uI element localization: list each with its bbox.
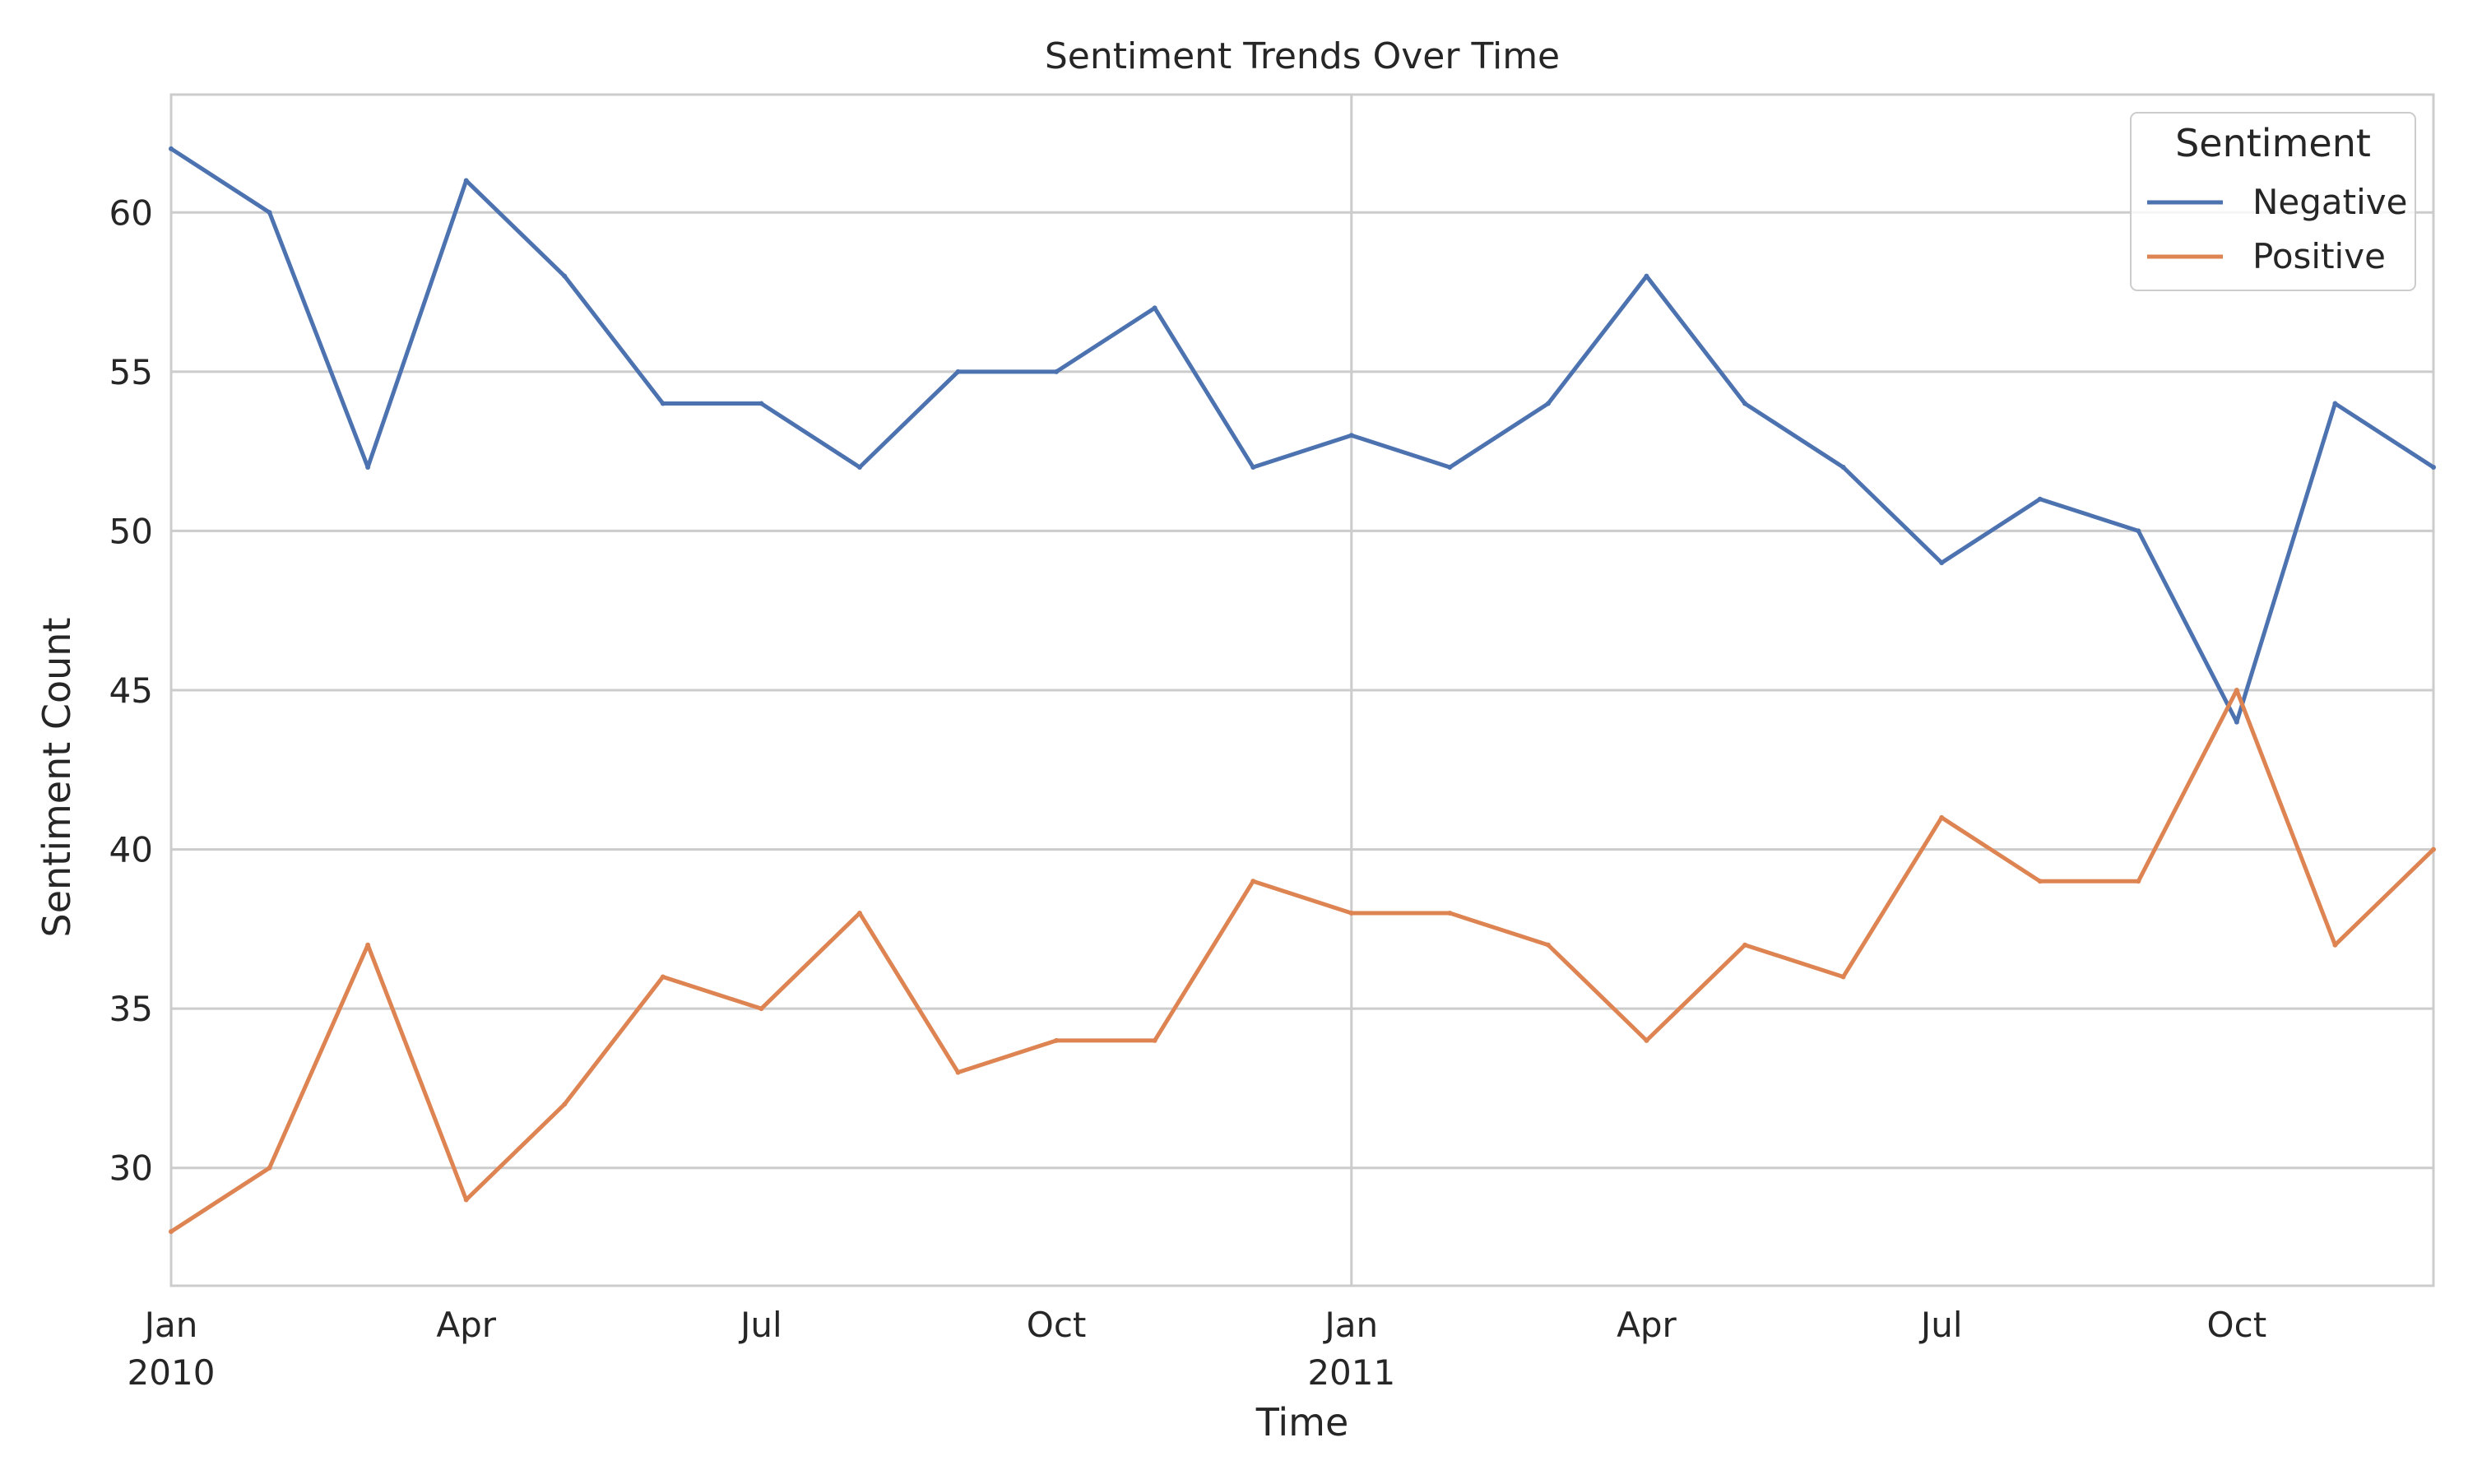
- data-point-positive: [660, 974, 666, 980]
- data-point-negative: [463, 178, 469, 183]
- data-point-negative: [1545, 401, 1551, 406]
- data-point-positive: [2431, 846, 2436, 852]
- data-point-positive: [267, 1165, 272, 1171]
- data-point-positive: [1939, 814, 1945, 820]
- data-point-positive: [758, 1006, 764, 1012]
- data-point-positive: [2234, 688, 2239, 693]
- y-tick-label: 35: [109, 989, 153, 1029]
- data-point-negative: [758, 401, 764, 406]
- data-point-positive: [1742, 942, 1748, 948]
- legend-box: [2130, 112, 2416, 291]
- x-tick-year-label: 2011: [1307, 1352, 1395, 1393]
- series-line-negative: [169, 146, 2436, 725]
- data-point-positive: [1152, 1037, 1157, 1043]
- y-tick-label: 30: [109, 1148, 153, 1189]
- legend-label-negative: Negative: [2252, 182, 2408, 222]
- data-point-negative: [2037, 496, 2043, 502]
- x-tick-label: Apr: [436, 1305, 496, 1345]
- y-tick-label: 40: [109, 830, 153, 870]
- data-point-positive: [1545, 942, 1551, 948]
- data-point-positive: [1348, 911, 1354, 916]
- data-point-negative: [1250, 464, 1256, 470]
- chart-title: Sentiment Trends Over Time: [1045, 35, 1560, 77]
- series-line-positive: [169, 688, 2436, 1234]
- data-point-positive: [1250, 879, 1256, 884]
- data-point-negative: [169, 146, 174, 151]
- x-axis-ticks: Jan 2010 Apr Jul Oct Jan 2011 Apr Jul Oct: [128, 1305, 2267, 1393]
- y-axis-ticks: 30 35 40 45 50 55 60: [109, 192, 153, 1188]
- data-point-negative: [267, 210, 272, 216]
- x-tick-label: Apr: [1617, 1305, 1677, 1345]
- x-axis-label: Time: [1255, 1400, 1349, 1445]
- data-point-negative: [562, 273, 568, 279]
- x-tick-label: Jan: [142, 1305, 198, 1345]
- data-point-negative: [1644, 273, 1649, 279]
- legend: Sentiment Negative Positive: [2130, 112, 2416, 291]
- data-point-positive: [2136, 879, 2141, 884]
- data-point-negative: [955, 369, 961, 374]
- y-tick-label: 45: [109, 670, 153, 711]
- data-point-negative: [1447, 464, 1453, 470]
- data-point-negative: [1742, 401, 1748, 406]
- data-point-positive: [1840, 974, 1846, 980]
- data-point-negative: [856, 464, 862, 470]
- x-tick-label: Jul: [1918, 1305, 1963, 1345]
- data-point-negative: [2136, 528, 2141, 534]
- data-point-negative: [660, 401, 666, 406]
- series-lines: [169, 146, 2436, 1235]
- data-point-negative: [365, 464, 371, 470]
- data-point-negative: [1939, 560, 1945, 566]
- data-point-positive: [169, 1229, 174, 1235]
- data-point-positive: [365, 942, 371, 948]
- legend-title: Sentiment: [2175, 121, 2371, 165]
- legend-label-positive: Positive: [2252, 236, 2386, 276]
- data-point-positive: [856, 911, 862, 916]
- data-point-positive: [2037, 879, 2043, 884]
- data-point-negative: [2234, 719, 2239, 725]
- plot-frame: [169, 93, 2435, 1287]
- plot-border: [169, 93, 2435, 1287]
- data-point-positive: [955, 1069, 961, 1075]
- data-point-positive: [1054, 1037, 1060, 1043]
- y-tick-label: 50: [109, 511, 153, 551]
- data-point-positive: [562, 1101, 568, 1107]
- y-axis-label: Sentiment Count: [35, 617, 79, 937]
- x-tick-year-label: 2010: [128, 1352, 216, 1393]
- data-point-negative: [2332, 401, 2338, 406]
- grid: [169, 95, 2433, 1286]
- y-tick-label: 55: [109, 352, 153, 392]
- data-point-positive: [1644, 1037, 1649, 1043]
- data-point-negative: [1840, 464, 1846, 470]
- data-point-negative: [1152, 305, 1157, 311]
- x-tick-label: Oct: [2207, 1305, 2267, 1345]
- data-point-positive: [463, 1197, 469, 1203]
- x-tick-label: Jan: [1322, 1305, 1378, 1345]
- x-tick-label: Oct: [1027, 1305, 1087, 1345]
- data-point-negative: [1348, 433, 1354, 438]
- data-point-positive: [2332, 942, 2338, 948]
- x-tick-label: Jul: [738, 1305, 782, 1345]
- data-point-negative: [1054, 369, 1060, 374]
- data-point-positive: [1447, 911, 1453, 916]
- y-tick-label: 60: [109, 192, 153, 233]
- data-point-negative: [2431, 464, 2436, 470]
